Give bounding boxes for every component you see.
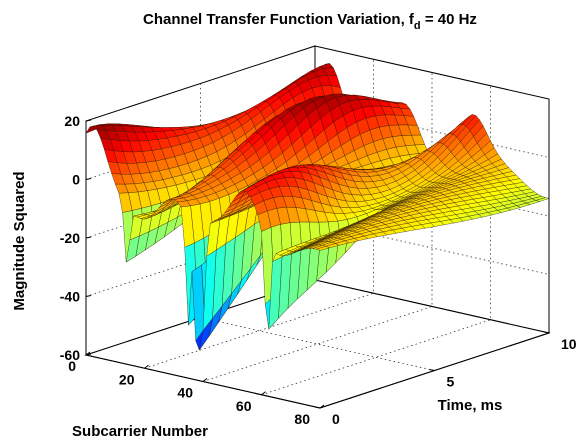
x-tick-mark [85,351,91,356]
z-tick-label: -40 [60,289,80,305]
z-tick-label: -60 [60,347,80,363]
x-tick-mark [202,378,208,382]
z-tick-mark [85,178,92,180]
x-tick-label: 60 [236,398,252,414]
y-axis-label: Time, ms [438,397,503,414]
y-tick-mark [314,406,321,409]
grid-line-z [85,221,550,297]
z-tick-label: 20 [64,113,80,129]
x-tick-mark [261,391,266,396]
x-axis-label: Subcarrier Number [72,423,208,440]
x-tick-label: 0 [68,358,76,374]
z-tick-label: 0 [72,172,80,188]
y-tick-label: 5 [447,374,455,390]
y-tick-mark [429,369,435,371]
y-tick-mark [543,331,550,334]
x-tick-label: 40 [177,385,193,401]
z-axis-label: Magnitude Squared [11,171,28,310]
z-tick-label: -20 [60,230,80,246]
x-tick-label: 20 [119,371,135,387]
z-tick-mark [85,119,92,122]
x-tick-label: 80 [294,411,310,427]
chart-title-subscript: d [414,20,421,32]
z-tick-mark [85,236,92,239]
x-tick-mark [319,404,325,409]
chart-title-main: Channel Transfer Function Variation, f [143,11,415,28]
chart-title-suffix: = 40 Hz [421,11,477,28]
surface-facet [315,246,331,251]
y-tick-label: 0 [332,411,340,427]
z-tick-mark [85,295,92,297]
y-tick-label: 10 [561,336,577,352]
chart-title: Channel Transfer Function Variation, fd … [143,11,477,32]
x-tick-mark [144,364,149,369]
surface-plot [85,63,550,351]
